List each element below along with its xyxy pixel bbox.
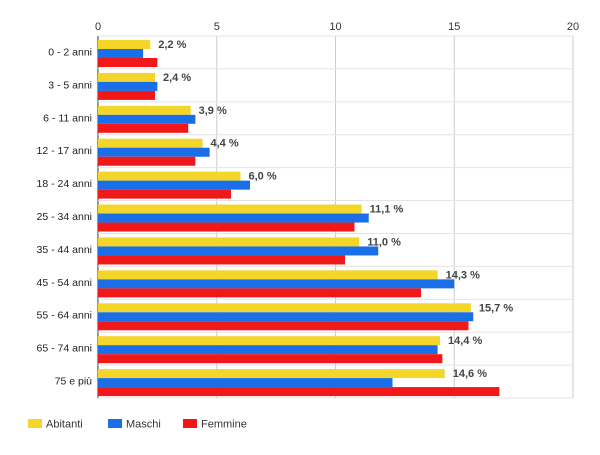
category-label: 3 - 5 anni [48,79,92,91]
bar-femmine [98,90,155,100]
category-label: 0 - 2 anni [48,46,92,58]
bar-abitanti [98,40,151,49]
bar-maschi [98,345,438,355]
bar-femmine [98,288,421,298]
bar-abitanti [98,138,203,148]
bar-abitanti [98,270,438,280]
category-label: 65 - 74 anni [37,343,92,355]
data-label: 2,2 % [158,39,186,51]
data-label: 14,4 % [448,335,482,347]
data-label: 15,7 % [479,302,513,314]
x-tick-label: 0 [95,21,101,33]
bar-abitanti [98,204,362,214]
bar-abitanti [98,303,471,313]
bar-abitanti [98,369,445,379]
bar-femmine [98,222,355,232]
category-label: 18 - 24 anni [37,178,92,190]
x-axis-ticks: 0 5 10 15 20 [95,21,579,33]
x-tick-label: 20 [567,21,579,33]
bar-maschi [98,147,210,157]
bar-abitanti [98,105,191,115]
bar-femmine [98,354,443,364]
x-tick-label: 15 [448,21,460,33]
data-label: 14,3 % [446,269,480,281]
bar-maschi [98,49,144,58]
legend-swatch-maschi [108,419,122,428]
bar-maschi [98,81,158,91]
bar-maschi [98,180,250,190]
bar-femmine [98,255,345,265]
legend-label-abitanti: Abitanti [46,419,83,431]
bars [98,40,500,397]
bar-femmine [98,387,500,397]
bar-abitanti [98,171,241,181]
legend-swatch-femmine [183,419,197,428]
category-label: 25 - 34 anni [37,211,92,223]
data-label: 3,9 % [199,105,227,117]
category-label: 75 e più [55,376,93,388]
bar-abitanti [98,237,360,247]
data-label: 11,1 % [370,204,404,216]
category-labels: 0 - 2 anni 3 - 5 anni 6 - 11 anni 12 - 17 a… [37,46,93,387]
data-label: 6,0 % [249,171,277,183]
data-label: 4,4 % [211,138,239,150]
category-label: 6 - 11 anni [43,112,92,124]
data-labels: 2,2 % 2,4 % 3,9 % 4,4 % 6,0 % 11,1 % 11,0 % 14,… [158,39,513,380]
legend-swatch-abitanti [28,419,42,428]
gridlines [97,35,574,399]
x-tick-label: 5 [214,21,220,33]
bar-femmine [98,189,231,199]
category-label: 12 - 17 anni [37,145,92,157]
legend-label-maschi: Maschi [126,419,161,431]
legend-label-femmine: Femmine [201,419,247,431]
data-label: 11,0 % [367,236,401,248]
bar-femmine [98,321,469,331]
bar-femmine [98,123,189,133]
category-label: 35 - 44 anni [37,244,92,256]
legend: Abitanti Maschi Femmine [28,419,247,431]
data-label: 14,6 % [453,368,487,380]
bar-femmine [98,58,158,67]
bar-maschi [98,246,379,256]
bar-maschi [98,213,369,223]
x-tick-label: 10 [329,21,341,33]
bar-maschi [98,114,196,124]
category-label: 45 - 54 anni [37,277,92,289]
bar-abitanti [98,336,440,346]
bar-maschi [98,312,474,322]
data-label: 2,4 % [163,72,191,84]
category-label: 55 - 64 anni [37,310,92,322]
bar-femmine [98,156,196,166]
bar-maschi [98,378,393,388]
bar-abitanti [98,72,155,82]
bar-maschi [98,279,455,289]
